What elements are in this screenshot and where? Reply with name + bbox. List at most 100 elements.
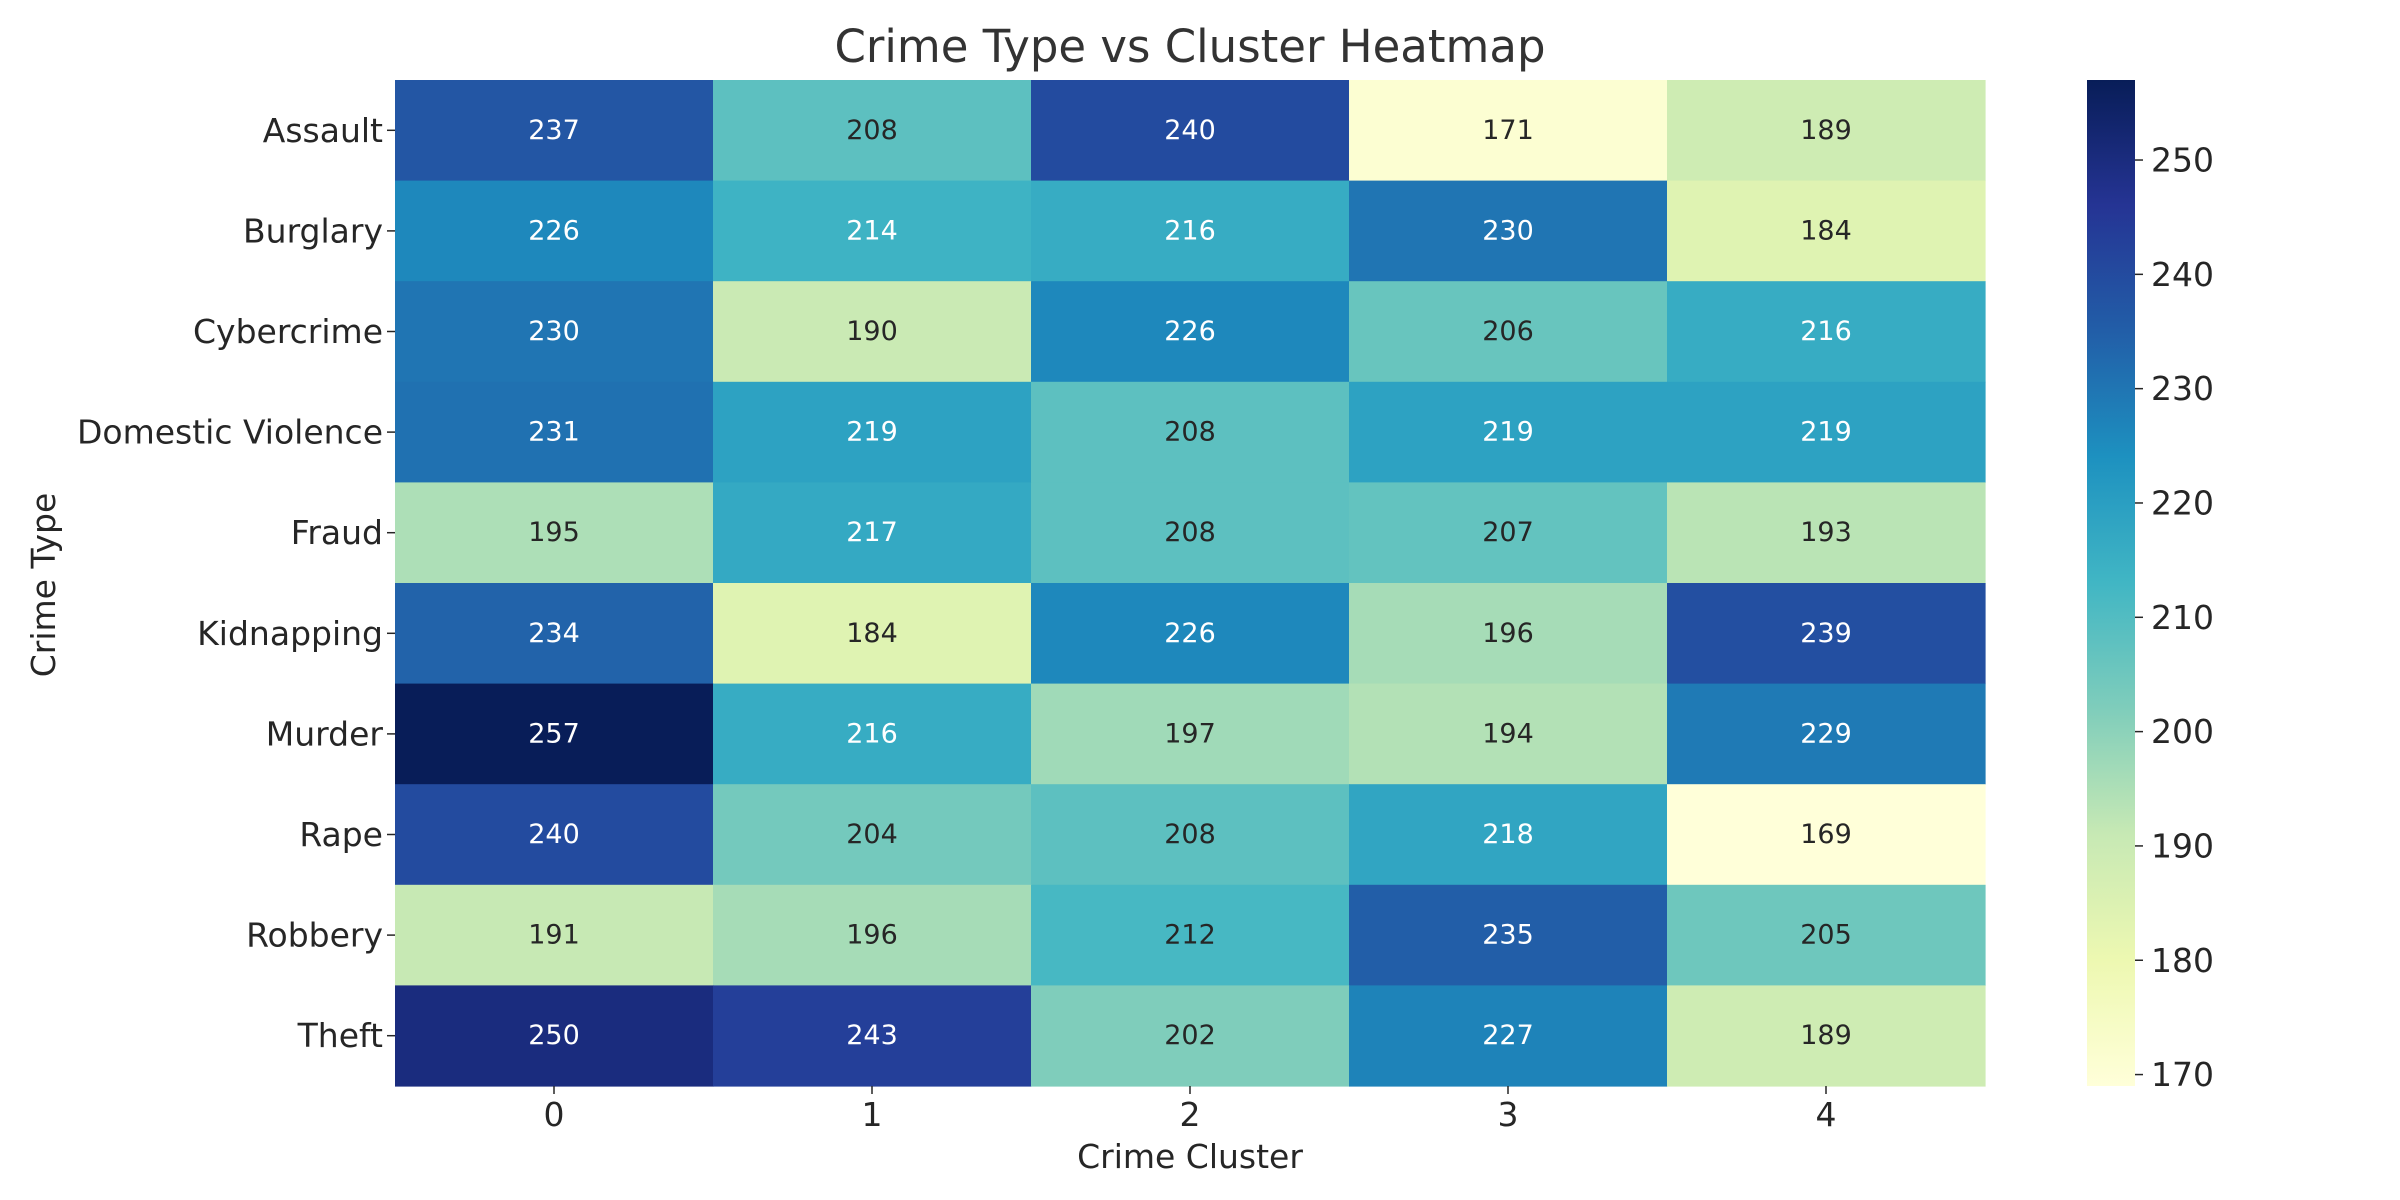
heatmap-cell [1667, 281, 1986, 383]
heatmap-cell [1349, 985, 1668, 1087]
cell-value-label: 227 [1482, 1020, 1534, 1051]
cell-value-label: 216 [846, 718, 898, 749]
heatmap-cell [395, 180, 714, 282]
y-tick-label: Domestic Violence [77, 413, 383, 452]
heatmap-cell [1031, 381, 1350, 483]
x-tick-label: 4 [1816, 1095, 1837, 1134]
cell-value-label: 169 [1800, 819, 1852, 850]
heatmap-cell [1031, 80, 1350, 182]
cell-value-label: 235 [1482, 920, 1534, 951]
heatmap-cell [1031, 482, 1350, 584]
heatmap-cell [713, 80, 1032, 182]
heatmap-cell [713, 281, 1032, 383]
heatmap-cell [1349, 281, 1668, 383]
heatmap-cell [1667, 482, 1986, 584]
heatmap-cell [1349, 80, 1668, 182]
colorbar-tick-label: 190 [2151, 826, 2214, 865]
heatmap-cell [1031, 180, 1350, 282]
colorbar-tick-label: 180 [2151, 941, 2214, 980]
cell-value-label: 208 [1164, 819, 1216, 850]
cell-value-label: 230 [1482, 215, 1534, 246]
heatmap-cell [713, 683, 1032, 785]
cell-value-label: 212 [1164, 920, 1216, 951]
heatmap-cell [395, 281, 714, 383]
y-tick-label: Theft [297, 1016, 383, 1055]
x-tick-label: 2 [1180, 1095, 1201, 1134]
heatmap-cell [395, 482, 714, 584]
colorbar-tick-label: 230 [2151, 369, 2214, 408]
heatmap-cell [1349, 482, 1668, 584]
cell-value-label: 202 [1164, 1020, 1216, 1051]
colorbar [2087, 80, 2135, 1086]
heatmap-cell [1349, 381, 1668, 483]
cell-value-label: 250 [528, 1020, 580, 1051]
heatmap-cell [1031, 985, 1350, 1087]
cell-value-label: 218 [1482, 819, 1534, 850]
heatmap-cell [1667, 583, 1986, 685]
heatmap-cell [1031, 583, 1350, 685]
y-tick-label: Fraud [291, 513, 383, 552]
cell-value-label: 205 [1800, 920, 1852, 951]
heatmap-cell [1667, 683, 1986, 785]
cell-value-label: 196 [846, 920, 898, 951]
heatmap-cell [1031, 683, 1350, 785]
cell-value-label: 257 [528, 718, 580, 749]
heatmap-cell [1349, 583, 1668, 685]
heatmap-cell [1349, 784, 1668, 886]
cell-value-label: 216 [1800, 316, 1852, 347]
y-tick-label: Cybercrime [193, 312, 383, 351]
heatmap-cell [395, 381, 714, 483]
cell-value-label: 230 [528, 316, 580, 347]
heatmap-cell [395, 884, 714, 986]
heatmap-cell [1349, 884, 1668, 986]
cell-value-label: 226 [528, 215, 580, 246]
cell-value-label: 184 [846, 618, 898, 649]
cell-value-label: 214 [846, 215, 898, 246]
cell-value-label: 240 [528, 819, 580, 850]
cell-value-label: 194 [1482, 718, 1534, 749]
chart-title: Crime Type vs Cluster Heatmap [834, 20, 1545, 73]
heatmap-cell [395, 583, 714, 685]
colorbar-tick-label: 220 [2151, 483, 2214, 522]
heatmap-cell [713, 985, 1032, 1087]
y-tick-label: Rape [299, 815, 383, 854]
heatmap-cell [713, 180, 1032, 282]
y-tick-label: Murder [266, 714, 384, 753]
cell-value-label: 226 [1164, 618, 1216, 649]
x-axis-title: Crime Cluster [1077, 1137, 1303, 1176]
y-axis-title: Crime Type [24, 493, 63, 678]
cell-value-label: 207 [1482, 517, 1534, 548]
heatmap-cell [395, 683, 714, 785]
heatmap-cell [1031, 281, 1350, 383]
cell-value-label: 171 [1482, 115, 1534, 146]
heatmap-cell [713, 884, 1032, 986]
cell-value-label: 217 [846, 517, 898, 548]
colorbar-tick-label: 170 [2151, 1055, 2214, 1094]
heatmap-cell [1667, 80, 1986, 182]
cell-value-label: 204 [846, 819, 898, 850]
y-tick-label: Robbery [246, 916, 383, 955]
cell-value-label: 190 [846, 316, 898, 347]
cell-value-label: 239 [1800, 618, 1852, 649]
cell-value-label: 195 [528, 517, 580, 548]
x-tick-label: 0 [544, 1095, 565, 1134]
heatmap-cell [1031, 884, 1350, 986]
y-tick-label: Assault [263, 111, 383, 150]
heatmap-cell [1667, 180, 1986, 282]
cell-value-label: 229 [1800, 718, 1852, 749]
cell-value-label: 237 [528, 115, 580, 146]
cell-value-label: 208 [1164, 517, 1216, 548]
heatmap-cell [1667, 784, 1986, 886]
y-tick-label: Burglary [243, 211, 383, 250]
cell-value-label: 231 [528, 417, 580, 448]
x-axis-ticks: 0 1 2 3 4 [544, 1086, 1837, 1134]
cell-value-label: 208 [1164, 417, 1216, 448]
colorbar-tick-label: 240 [2151, 255, 2214, 294]
cell-value-label: 197 [1164, 718, 1216, 749]
colorbar-tick-label: 200 [2151, 712, 2214, 751]
cell-value-label: 219 [1482, 417, 1534, 448]
x-tick-label: 1 [862, 1095, 883, 1134]
x-tick-label: 3 [1498, 1095, 1519, 1134]
heatmap-cell [1031, 784, 1350, 886]
